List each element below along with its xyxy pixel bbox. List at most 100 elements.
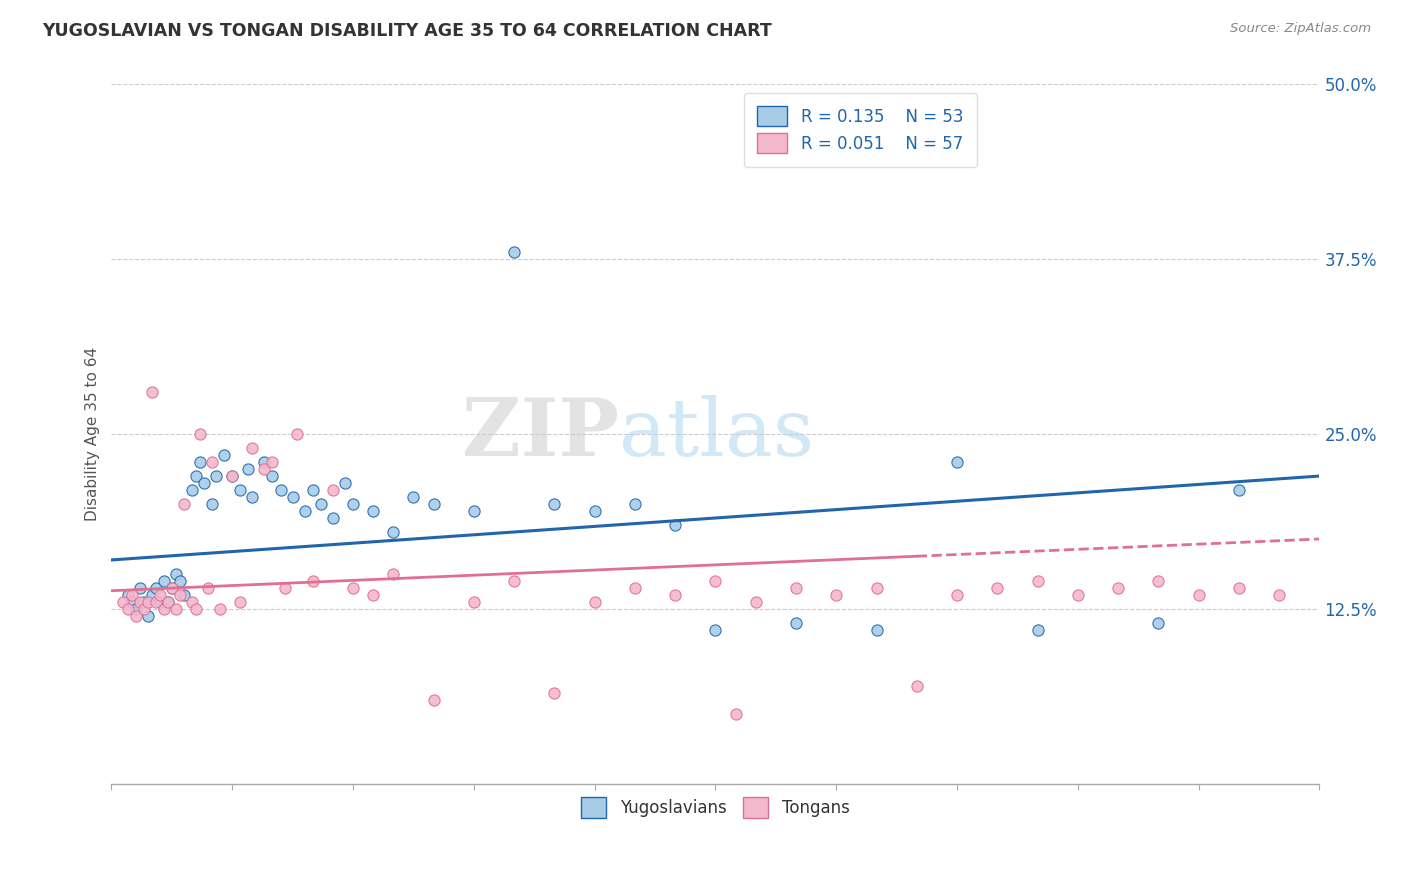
Text: Source: ZipAtlas.com: Source: ZipAtlas.com <box>1230 22 1371 36</box>
Point <box>946 455 969 469</box>
Point <box>124 602 146 616</box>
Point <box>165 566 187 581</box>
Point <box>156 595 179 609</box>
Point <box>184 469 207 483</box>
Point <box>209 602 232 616</box>
Point <box>152 574 174 588</box>
Point <box>1227 483 1250 497</box>
Point <box>309 497 332 511</box>
Point <box>141 588 163 602</box>
Point <box>301 483 323 497</box>
Point <box>402 490 425 504</box>
Point <box>229 595 252 609</box>
Point <box>986 581 1008 595</box>
Point <box>422 497 444 511</box>
Point <box>285 427 308 442</box>
Point <box>181 483 204 497</box>
Point <box>1147 615 1170 630</box>
Point <box>193 476 215 491</box>
Point <box>281 490 304 504</box>
Point <box>221 469 243 483</box>
Point <box>583 595 606 609</box>
Point <box>121 595 143 609</box>
Point <box>240 441 263 455</box>
Point <box>1026 623 1049 637</box>
Point <box>156 595 179 609</box>
Point <box>201 497 224 511</box>
Point <box>145 581 167 595</box>
Point <box>543 686 565 700</box>
Point <box>1227 581 1250 595</box>
Point <box>946 588 969 602</box>
Point <box>865 623 887 637</box>
Point <box>173 588 195 602</box>
Text: atlas: atlas <box>619 395 814 473</box>
Point <box>262 469 284 483</box>
Point <box>382 566 405 581</box>
Point <box>785 581 807 595</box>
Point <box>1026 574 1049 588</box>
Point <box>201 455 224 469</box>
Point <box>149 588 172 602</box>
Point <box>136 608 159 623</box>
Point <box>152 602 174 616</box>
Point <box>503 574 526 588</box>
Point <box>294 504 316 518</box>
Point <box>905 679 928 693</box>
Point <box>1067 588 1090 602</box>
Legend: Yugoslavians, Tongans: Yugoslavians, Tongans <box>575 790 856 824</box>
Point <box>463 504 485 518</box>
Point <box>117 602 139 616</box>
Point <box>132 595 155 609</box>
Point <box>543 497 565 511</box>
Point <box>422 693 444 707</box>
Point <box>117 588 139 602</box>
Point <box>361 504 384 518</box>
Point <box>1268 588 1291 602</box>
Point <box>132 602 155 616</box>
Point <box>664 518 686 533</box>
Point <box>229 483 252 497</box>
Point <box>825 588 848 602</box>
Point <box>253 455 276 469</box>
Point <box>160 581 183 595</box>
Point <box>173 497 195 511</box>
Point <box>188 427 211 442</box>
Point <box>238 462 260 476</box>
Point <box>128 581 150 595</box>
Point <box>361 588 384 602</box>
Point <box>583 504 606 518</box>
Point <box>1188 588 1211 602</box>
Point <box>664 588 686 602</box>
Point <box>322 511 344 525</box>
Point <box>141 385 163 400</box>
Point <box>1107 581 1129 595</box>
Point <box>865 581 887 595</box>
Point <box>112 595 135 609</box>
Point <box>221 469 243 483</box>
Point <box>136 595 159 609</box>
Point <box>121 588 143 602</box>
Point <box>145 595 167 609</box>
Point <box>503 245 526 260</box>
Point <box>240 490 263 504</box>
Point <box>342 497 364 511</box>
Point <box>704 623 727 637</box>
Text: YUGOSLAVIAN VS TONGAN DISABILITY AGE 35 TO 64 CORRELATION CHART: YUGOSLAVIAN VS TONGAN DISABILITY AGE 35 … <box>42 22 772 40</box>
Point <box>322 483 344 497</box>
Point <box>253 462 276 476</box>
Point <box>128 595 150 609</box>
Text: ZIP: ZIP <box>461 395 619 473</box>
Point <box>1147 574 1170 588</box>
Point <box>724 706 747 721</box>
Point <box>463 595 485 609</box>
Point <box>270 483 292 497</box>
Point <box>785 615 807 630</box>
Point <box>262 455 284 469</box>
Point <box>165 602 187 616</box>
Point <box>181 595 204 609</box>
Point <box>212 448 235 462</box>
Point <box>197 581 219 595</box>
Point <box>205 469 228 483</box>
Point <box>382 524 405 539</box>
